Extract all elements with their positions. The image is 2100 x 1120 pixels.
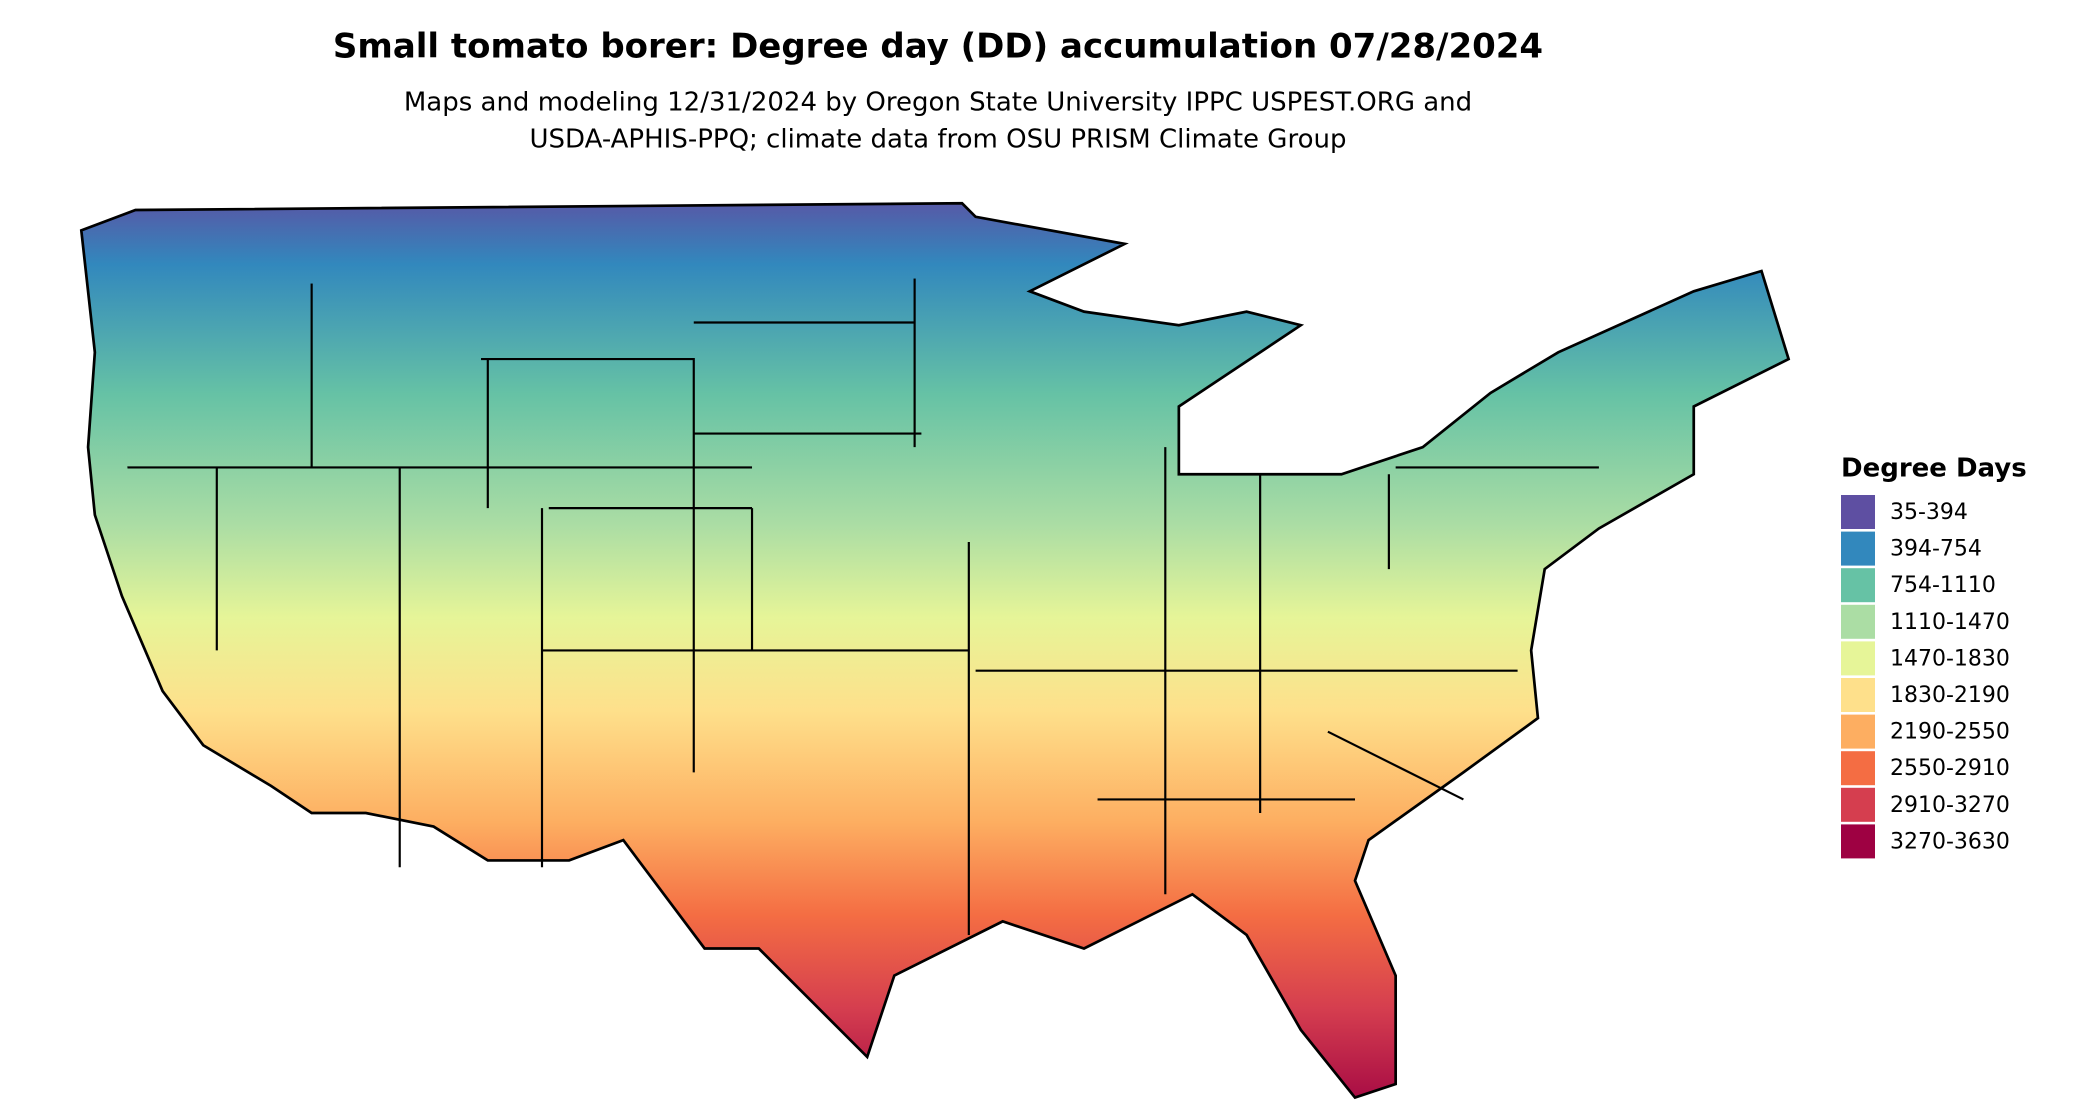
legend: Degree Days 35-394 394-754 754-1110 1110-14… [1841,454,2027,859]
map-title: Small tomato borer: Degree day (DD) accu… [333,27,1543,67]
legend-swatch [1841,604,1875,639]
map-subtitle: Maps and modeling 12/31/2024 by Oregon S… [404,88,1472,118]
legend-swatch [1841,751,1875,786]
legend-label: 2190-2550 [1890,720,2010,745]
legend-label: 754-1110 [1890,573,1996,598]
legend-label: 2910-3270 [1890,793,2010,818]
legend-swatch [1841,568,1875,603]
us-outline [79,201,1791,1100]
legend-label: 1830-2190 [1890,683,2010,708]
legend-swatch [1841,824,1875,859]
legend-swatch [1841,641,1875,676]
legend-label: 3270-3630 [1890,829,2010,854]
legend-label: 394-754 [1890,537,1982,562]
legend-swatch [1841,495,1875,529]
us-map [79,201,1791,1100]
degree-day-raster [81,203,1789,1098]
legend-label: 35-394 [1890,500,1968,525]
legend-swatch [1841,714,1875,749]
legend-swatch [1841,531,1875,566]
state-borders [110,275,1599,935]
legend-label: 2550-2910 [1890,756,2010,781]
legend-label: 1110-1470 [1890,610,2010,635]
legend-swatch [1841,678,1875,712]
legend-title: Degree Days [1841,454,2027,484]
legend-label: 1470-1830 [1890,646,2010,671]
map-subtitle: USDA-APHIS-PPQ; climate data from OSU PR… [530,125,1347,155]
legend-swatch [1841,787,1875,822]
